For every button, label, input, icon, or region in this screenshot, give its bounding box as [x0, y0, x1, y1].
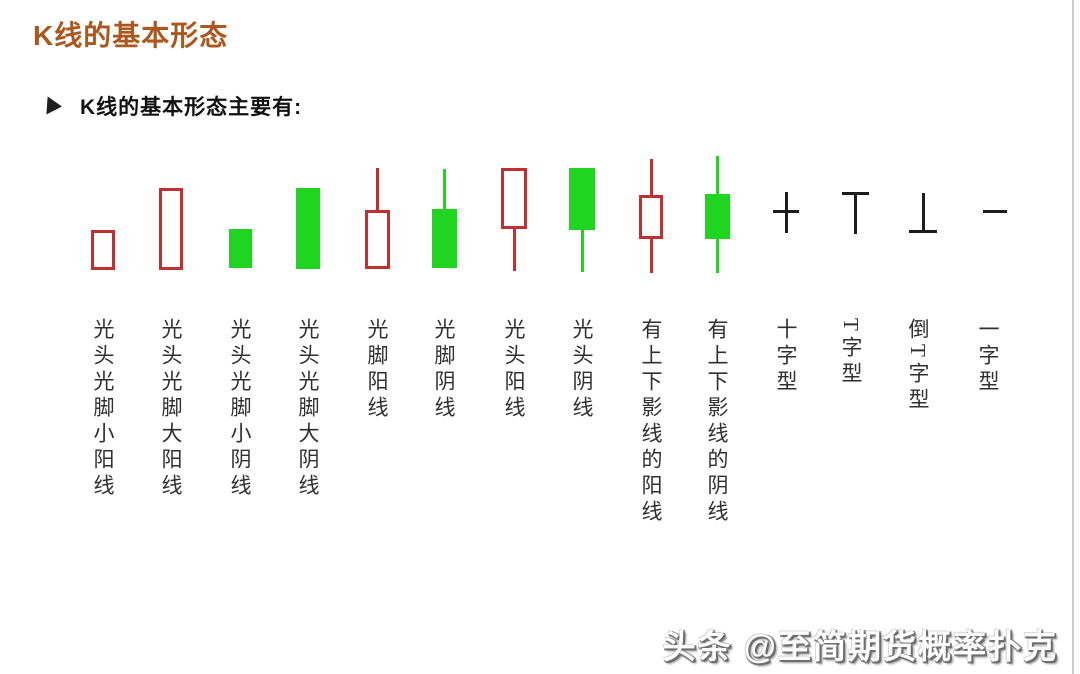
label-doji-cross: 十字型 [774, 318, 798, 396]
shaven-head-bearish-body [569, 168, 595, 230]
small-bullish-marubozu-body [91, 230, 115, 270]
bearish-with-both-shadows-body [704, 194, 730, 239]
shaven-head-bullish-shadow-line-1 [512, 228, 516, 271]
watermark-text: 头条 @至简期货概率扑克 [662, 628, 1058, 665]
inverted-t-shape-horizontal-bar [909, 230, 937, 233]
shaven-head-bearish-shadow-line-1 [580, 229, 584, 272]
label-large-bullish-marubozu: 光头光脚大阳线 [159, 318, 183, 500]
label-t-shape: T字型 [839, 318, 863, 388]
large-bearish-marubozu-body [296, 188, 320, 269]
label-shaven-head-bearish: 光头阴线 [570, 318, 594, 422]
inverted-t-shape-shadow-line-1 [921, 193, 925, 233]
shaven-bottom-bearish-body [431, 209, 457, 268]
bearish-with-both-shadows-shadow-line-1 [715, 156, 719, 195]
label-inverted-t-shape: 倒T字型 [906, 318, 930, 414]
bullish-with-both-shadows-body [639, 195, 663, 239]
bullish-with-both-shadows-shadow-line-2 [649, 238, 653, 273]
label-bullish-with-both-shadows: 有上下影线的阳线 [639, 318, 663, 526]
label-shaven-bottom-bearish: 光脚阴线 [432, 318, 456, 422]
shaven-bottom-bearish-shadow-line-1 [442, 169, 446, 210]
one-line-horizontal-bar [983, 210, 1007, 213]
label-small-bullish-marubozu: 光头光脚小阳线 [91, 318, 115, 500]
label-shaven-bottom-bullish: 光脚阳线 [365, 318, 389, 422]
small-bearish-marubozu-body [228, 229, 252, 268]
bullet-row: K线的基本形态主要有: [46, 91, 303, 121]
shaven-bottom-bullish-body [364, 210, 390, 269]
label-large-bearish-marubozu: 光头光脚大阴线 [296, 318, 320, 500]
label-small-bearish-marubozu: 光头光脚小阴线 [228, 318, 252, 500]
bearish-with-both-shadows-shadow-line-2 [715, 238, 719, 273]
label-one-line: 一字型 [976, 318, 1000, 396]
slide-right-edge-line [1072, 0, 1074, 674]
shaven-head-bullish-body [501, 168, 527, 229]
doji-cross-horizontal-bar [773, 210, 799, 213]
shaven-bottom-bullish-shadow-line-1 [375, 168, 379, 211]
page-title: K线的基本形态 [33, 20, 229, 51]
bullet-text: K线的基本形态主要有: [80, 96, 303, 119]
bullish-with-both-shadows-shadow-line-1 [649, 159, 653, 196]
label-bearish-with-both-shadows: 有上下影线的阴线 [705, 318, 729, 526]
label-shaven-head-bullish: 光头阳线 [502, 318, 526, 422]
large-bullish-marubozu-body [159, 188, 183, 270]
t-shape-horizontal-bar [841, 192, 869, 195]
t-shape-shadow-line-1 [853, 193, 857, 234]
